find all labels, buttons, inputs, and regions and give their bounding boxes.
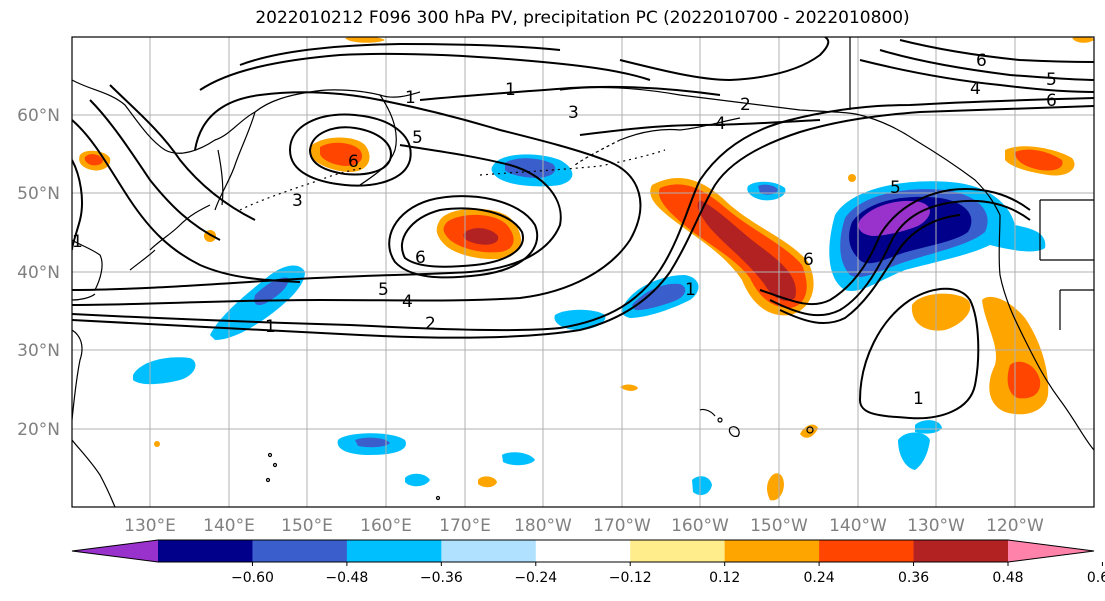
lon-label: 170°E xyxy=(439,516,491,536)
map-frame xyxy=(71,36,1095,508)
contour-label: 3 xyxy=(568,103,579,123)
colorbar-tick-label: −0.60 xyxy=(231,570,274,586)
colorbar-segment xyxy=(158,540,253,562)
contour-label: 2 xyxy=(740,95,751,115)
lon-label: 170°W xyxy=(593,516,651,536)
contour-label: 5 xyxy=(890,178,901,198)
contour-label: 6 xyxy=(348,152,359,172)
colorbar-extend-max xyxy=(1008,540,1094,562)
contour-labels: 1 1 1 1 1 1 2 2 3 3 4 4 4 5 5 5 5 6 6 6 … xyxy=(72,51,1057,409)
precip-negative-shading xyxy=(133,154,1046,496)
lon-label: 130°E xyxy=(124,516,176,536)
colorbar: −0.60 −0.48 −0.36 −0.24 −0.12 0.12 0.24 0.36 0.4… xyxy=(71,539,1105,586)
contour-label: 5 xyxy=(378,280,389,300)
colorbar-segment xyxy=(346,540,442,562)
lat-label: 40°N xyxy=(17,263,60,283)
lon-label: 150°E xyxy=(281,516,333,536)
contour-label: 6 xyxy=(803,250,814,270)
contour-label: 6 xyxy=(415,248,426,268)
contour-label: 5 xyxy=(1046,70,1057,90)
colorbar-segment xyxy=(819,540,915,562)
contour-label: 2 xyxy=(425,314,436,334)
lon-label: 140°E xyxy=(203,516,255,536)
colorbar-tick-label: 0.60 xyxy=(1087,570,1105,586)
colorbar-tick-label: −0.24 xyxy=(514,570,557,586)
contour-label: 6 xyxy=(976,51,987,71)
latitude-labels: 60°N 50°N 40°N 30°N 20°N xyxy=(17,106,60,440)
colorbar-extend-min xyxy=(72,540,158,562)
lat-label: 60°N xyxy=(17,106,60,126)
colorbar-tick-label: −0.48 xyxy=(325,570,368,586)
contour-label: 1 xyxy=(505,80,516,100)
contour-label: 1 xyxy=(913,389,924,409)
longitude-labels: 130°E 140°E 150°E 160°E 170°E 180°W 170°… xyxy=(124,516,1044,536)
colorbar-outline xyxy=(71,539,1095,563)
contour-label: 4 xyxy=(715,114,726,134)
contour-label: 1 xyxy=(405,88,416,108)
lon-label: 120°W xyxy=(986,516,1044,536)
contour-label: 1 xyxy=(72,232,83,252)
lon-label: 160°E xyxy=(360,516,412,536)
colorbar-tick-label: −0.36 xyxy=(420,570,463,586)
colorbar-tick-label: 0.12 xyxy=(709,570,740,586)
colorbar-segment xyxy=(252,540,348,562)
colorbar-segment xyxy=(535,540,631,562)
colorbar-tick-label: 0.48 xyxy=(992,570,1023,586)
contour-label: 1 xyxy=(685,280,696,300)
lat-label: 30°N xyxy=(17,341,60,361)
contour-label: 4 xyxy=(402,292,413,312)
graticule xyxy=(72,37,1094,507)
pv-contours xyxy=(72,37,1094,420)
lat-label: 50°N xyxy=(17,184,60,204)
colorbar-segment xyxy=(913,540,1009,562)
colorbar-tick-label: 0.24 xyxy=(804,570,835,586)
contour-label: 3 xyxy=(292,191,303,211)
colorbar-segment xyxy=(630,540,726,562)
lon-label: 130°W xyxy=(907,516,965,536)
lon-label: 140°W xyxy=(829,516,887,536)
contour-label: 5 xyxy=(412,128,423,148)
lon-label: 180°W xyxy=(514,516,572,536)
lon-label: 150°W xyxy=(750,516,808,536)
contour-label: 4 xyxy=(970,79,981,99)
map-title: 2022010212 F096 300 hPa PV, precipitatio… xyxy=(255,8,910,28)
lon-label: 160°W xyxy=(671,516,729,536)
contour-label: 1 xyxy=(265,317,276,337)
colorbar-segment xyxy=(724,540,820,562)
contour-label: 6 xyxy=(1046,91,1057,111)
lat-label: 20°N xyxy=(17,420,60,440)
colorbar-segment xyxy=(441,540,537,562)
colorbar-tick-label: 0.36 xyxy=(898,570,929,586)
colorbar-tick-label: −0.12 xyxy=(609,570,652,586)
